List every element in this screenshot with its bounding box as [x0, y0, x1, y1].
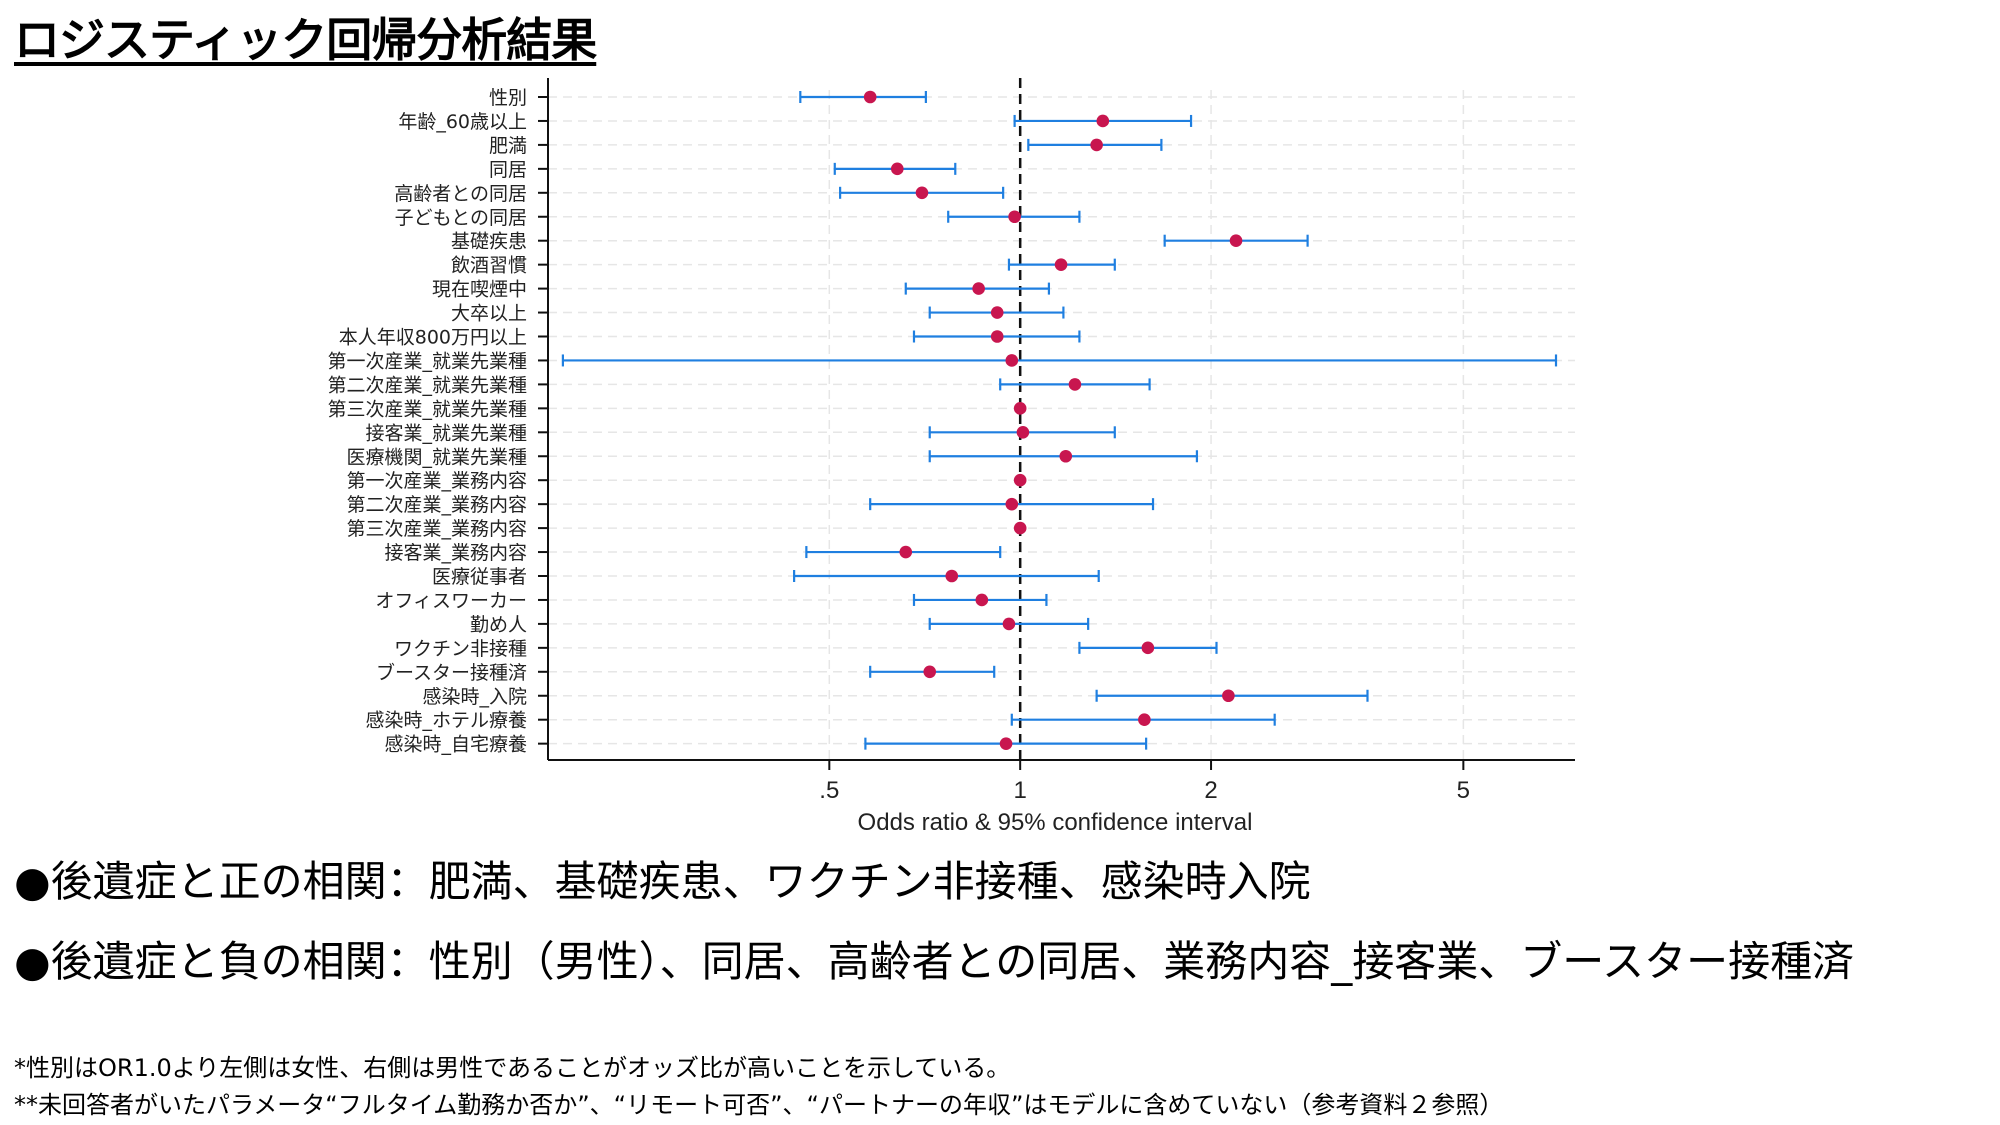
- row-label: 基礎疾患: [451, 231, 527, 253]
- odds-ratio-point: [975, 593, 989, 607]
- row-label: 医療従事者: [432, 566, 527, 588]
- row-label: 高齢者との同居: [394, 183, 527, 205]
- ci-layer: [561, 91, 1558, 750]
- row-label: 第三次産業_就業先業種: [327, 398, 527, 420]
- odds-ratio-point: [1013, 402, 1027, 415]
- x-axis-title: Odds ratio & 95% confidence interval: [858, 809, 1253, 836]
- row-label: 第一次産業_就業先業種: [327, 350, 527, 372]
- row-label: 第二次産業_就業先業種: [327, 374, 527, 396]
- row-label: 子どもとの同居: [395, 207, 527, 229]
- row-label: 第三次産業_業務内容: [346, 518, 527, 540]
- row-label: ワクチン非接種: [394, 638, 527, 660]
- odds-ratio-point: [1141, 641, 1155, 655]
- odds-ratio-point: [1005, 354, 1019, 367]
- row-label-layer: 性別年齢_60歳以上肥満同居高齢者との同居子どもとの同居基礎疾患飲酒習慣現在喫煙…: [327, 87, 527, 756]
- row-label: 感染時_自宅療養: [384, 734, 527, 756]
- odds-ratio-point: [923, 665, 937, 679]
- odds-ratio-point: [915, 186, 929, 200]
- odds-ratio-point: [890, 162, 904, 176]
- odds-ratio-point: [1002, 617, 1016, 631]
- odds-ratio-point: [1090, 138, 1103, 152]
- row-label: 現在喫煙中: [432, 279, 527, 301]
- odds-ratio-point: [1068, 378, 1082, 391]
- footnote-2: **未回答者がいたパラメータ“フルタイム勤務か否か”、“リモート可否”、“パート…: [14, 1091, 1504, 1119]
- odds-ratio-point: [1059, 449, 1073, 463]
- row-label: 飲酒習慣: [451, 255, 527, 277]
- row-label: オフィスワーカー: [375, 590, 527, 612]
- row-label: 大卒以上: [451, 303, 527, 325]
- row-label: 接客業_業務内容: [384, 542, 527, 564]
- x-tick-label: .5: [819, 777, 839, 804]
- negative-correlation-bullet: ●後遺症と負の相関：性別（男性）、同居、高齢者との同居、業務内容_接客業、ブース…: [14, 937, 1855, 986]
- x-tick-label: 2: [1204, 777, 1217, 804]
- odds-ratio-point: [1229, 234, 1243, 247]
- row-label: 本人年収800万円以上: [339, 327, 527, 349]
- odds-ratio-point: [972, 282, 985, 295]
- odds-ratio-point: [863, 90, 877, 104]
- odds-ratio-point: [945, 569, 959, 583]
- axis-layer: .5 1 2 5: [538, 78, 1575, 804]
- row-label: 感染時_ホテル療養: [365, 710, 527, 732]
- odds-ratio-point: [990, 306, 1004, 319]
- x-tick-label: 5: [1457, 777, 1470, 804]
- grid-layer: [548, 90, 1575, 760]
- odds-ratio-point: [1096, 114, 1110, 128]
- row-label: 性別: [489, 87, 527, 109]
- positive-correlation-bullet: ●後遺症と正の相関：肥満、基礎疾患、ワクチン非接種、感染時入院: [14, 857, 1311, 906]
- odds-ratio-point: [990, 330, 1004, 343]
- odds-ratio-point: [1005, 497, 1019, 511]
- odds-ratio-point: [1054, 258, 1068, 271]
- footnote-1: *性別はOR1.0より左側は女性、右側は男性であることがオッズ比が高いことを示し…: [14, 1054, 1011, 1082]
- odds-ratio-point: [1008, 210, 1021, 224]
- odds-ratio-point: [1013, 473, 1027, 487]
- row-label: 医療機関_就業先業種: [346, 446, 527, 468]
- row-label: 第二次産業_業務内容: [346, 494, 527, 516]
- point-layer: [863, 90, 1243, 750]
- row-label: 接客業_就業先業種: [365, 422, 527, 444]
- row-label: 感染時_入院: [422, 686, 527, 708]
- odds-ratio-point: [1222, 689, 1235, 703]
- row-label: 同居: [489, 159, 527, 181]
- x-tick-label: 1: [1014, 777, 1027, 804]
- forest-plot: 性別年齢_60歳以上肥満同居高齢者との同居子どもとの同居基礎疾患飲酒習慣現在喫煙…: [327, 78, 1575, 836]
- odds-ratio-point: [899, 545, 913, 559]
- row-label: ブースター接種済: [376, 661, 527, 684]
- slide-title: ロジスティック回帰分析結果: [14, 13, 597, 67]
- odds-ratio-point: [1013, 521, 1027, 535]
- row-label: 肥満: [489, 135, 527, 157]
- row-label: 第一次産業_業務内容: [346, 470, 527, 492]
- row-label: 年齢_60歳以上: [398, 111, 527, 133]
- odds-ratio-point: [1138, 713, 1151, 726]
- odds-ratio-point: [1016, 426, 1030, 439]
- odds-ratio-point: [999, 737, 1013, 750]
- row-label: 勤め人: [470, 614, 527, 636]
